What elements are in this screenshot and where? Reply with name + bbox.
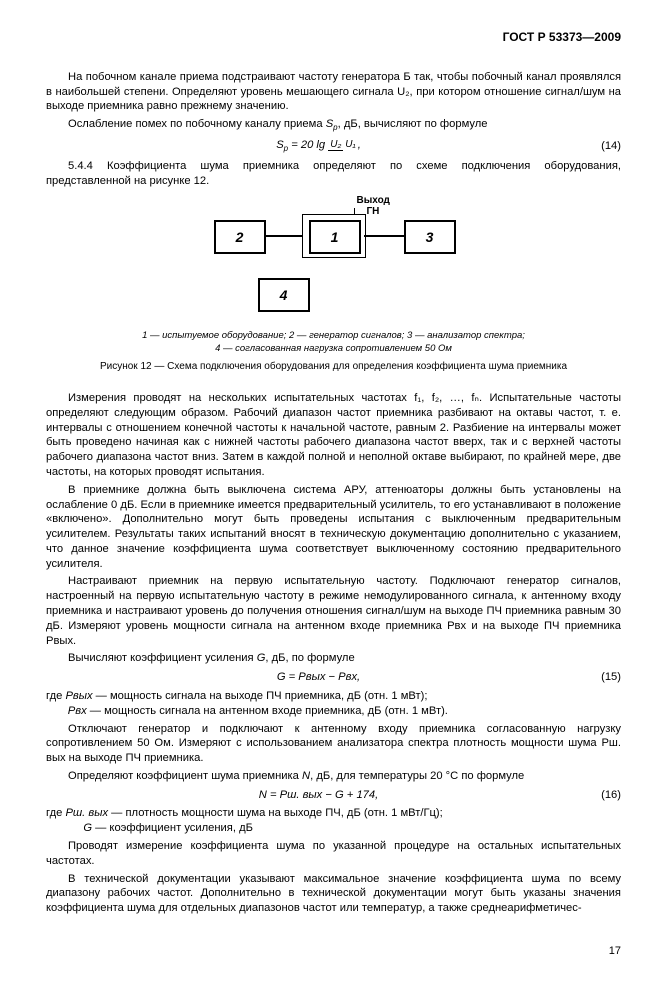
figure-legend: 1 — испытуемое оборудование; 2 — генерат… xyxy=(46,330,621,356)
paragraph: Вычисляют коэффициент усиления G, дБ, по… xyxy=(46,651,621,666)
denominator: U₁ xyxy=(343,139,357,150)
var: N xyxy=(302,770,310,782)
paragraph: Отключают генератор и подключают к антен… xyxy=(46,722,621,766)
equation-number: (16) xyxy=(591,788,621,803)
paragraph: Проводят измерение коэффициента шума по … xyxy=(46,839,621,869)
var: Pвх xyxy=(68,705,87,717)
equation-15: G = Pвых − Pвх, (15) xyxy=(46,670,621,685)
text: Определяют коэффициент шума приемника xyxy=(68,770,302,782)
equation-number: (15) xyxy=(591,670,621,685)
numerator: U₂ xyxy=(328,139,343,151)
text: — мощность сигнала на антенном входе при… xyxy=(87,705,448,717)
block-3: 3 xyxy=(404,220,456,254)
text: — мощность сигнала на выходе ПЧ приемник… xyxy=(93,690,428,702)
block-2: 2 xyxy=(214,220,266,254)
text: = 20 lg xyxy=(288,139,328,151)
equation-body: Sp = 20 lg U₂U₁, xyxy=(46,138,591,155)
figure-caption: Рисунок 12 — Схема подключения оборудова… xyxy=(46,360,621,373)
block-1: 1 xyxy=(309,220,361,254)
text: где xyxy=(46,807,65,819)
label-gn: ГН xyxy=(367,205,380,218)
equation-body: G = Pвых − Pвх, xyxy=(46,670,591,685)
paragraph: Настраивают приемник на первую испытател… xyxy=(46,574,621,648)
text: — плотность мощности шума на выходе ПЧ, … xyxy=(108,807,443,819)
var: S xyxy=(276,139,283,151)
equation-16: N = Pш. вых − G + 174, (16) xyxy=(46,788,621,803)
connector xyxy=(364,235,404,237)
block-4: 4 xyxy=(258,278,310,312)
equation-text: G = Pвых − Pвх, xyxy=(277,671,360,683)
paragraph: На побочном канале приема подстраивают ч… xyxy=(46,70,621,114)
paragraph: Ослабление помех по побочному каналу при… xyxy=(46,117,621,134)
paragraph: 5.4.4 Коэффициента шума приемника опреде… xyxy=(46,159,621,189)
paragraph: Определяют коэффициент шума приемника N,… xyxy=(46,769,621,784)
fraction: U₂U₁ xyxy=(328,140,357,150)
equation-text: N = Pш. вых − G + 174, xyxy=(259,789,378,801)
var: G xyxy=(83,822,92,834)
equation-number: (14) xyxy=(591,139,621,154)
page-number: 17 xyxy=(46,944,621,959)
text: , xyxy=(358,139,361,151)
equation-14: Sp = 20 lg U₂U₁, (14) xyxy=(46,138,621,155)
connector xyxy=(354,208,356,215)
text: , дБ, для температуры 20 °C по формуле xyxy=(310,770,524,782)
paragraph: В технической документации указывают мак… xyxy=(46,872,621,916)
equation-body: N = Pш. вых − G + 174, xyxy=(46,788,591,803)
text: , дБ, по формуле xyxy=(265,652,354,664)
where-clause: где Pвых — мощность сигнала на выходе ПЧ… xyxy=(46,689,621,719)
text: — коэффициент усиления, дБ xyxy=(92,822,253,834)
var: Pвых xyxy=(65,690,92,702)
doc-header: ГОСТ Р 53373—2009 xyxy=(46,30,621,46)
text: , дБ, вычисляют по формуле xyxy=(338,118,488,130)
where-clause: где Pш. вых — плотность мощности шума на… xyxy=(46,806,621,836)
var: Pш. вых xyxy=(65,807,108,819)
legend-line: 4 — согласованная нагрузка сопротивление… xyxy=(215,343,452,354)
paragraph: Измерения проводят на нескольких испытат… xyxy=(46,391,621,480)
legend-line: 1 — испытуемое оборудование; 2 — генерат… xyxy=(142,330,525,341)
page: ГОСТ Р 53373—2009 На побочном канале при… xyxy=(0,0,661,988)
text: Вычисляют коэффициент усиления xyxy=(68,652,257,664)
figure-12-diagram: Выход ГН 2 1 3 4 xyxy=(194,208,474,318)
connector xyxy=(265,235,302,237)
text: Ослабление помех по побочному каналу при… xyxy=(68,118,326,130)
paragraph: В приемнике должна быть выключена систем… xyxy=(46,483,621,572)
text: где xyxy=(46,690,65,702)
